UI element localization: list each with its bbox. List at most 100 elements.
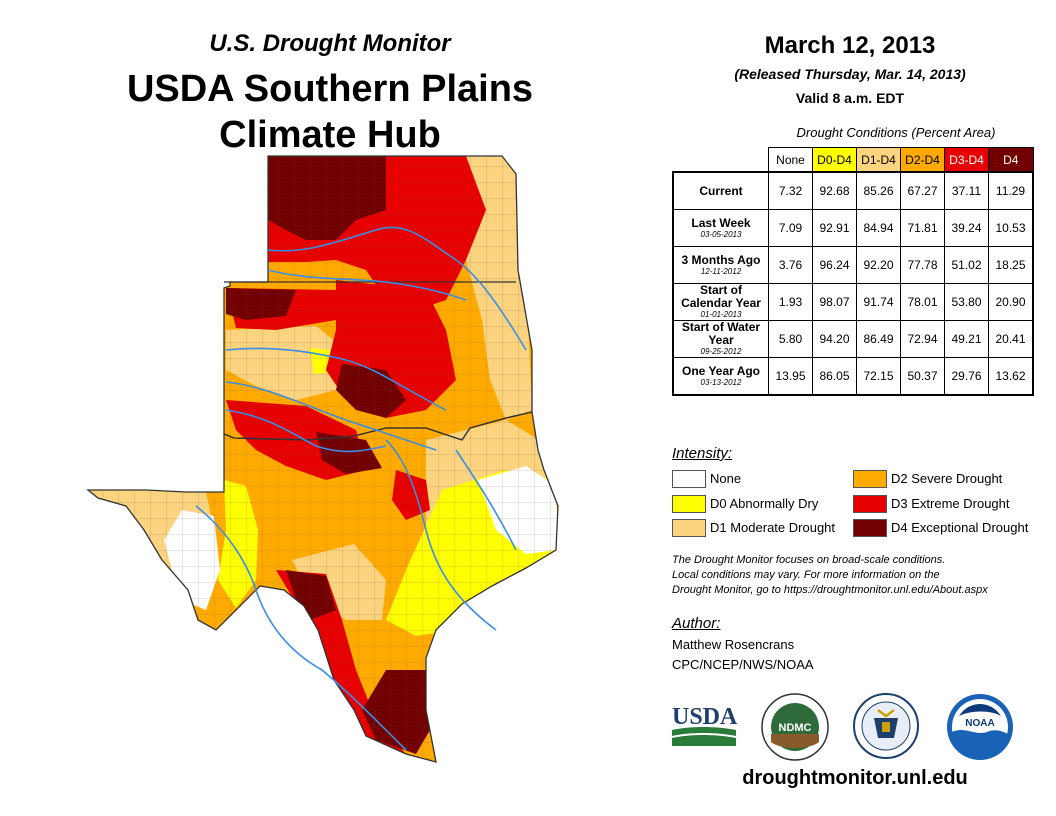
col-none: None [768,147,813,173]
legend-label: D1 Moderate Drought [710,520,836,535]
cell: 78.01 [900,283,945,321]
legend-swatch [672,495,706,513]
cell: 91.74 [856,283,901,321]
legend-label: D3 Extreme Drought [891,496,1010,511]
cell: 5.80 [768,320,813,358]
legend-swatch [853,519,887,537]
cell: 94.20 [812,320,857,358]
legend-label: D0 Abnormally Dry [710,496,819,511]
row-date: 01-01-2013 [700,310,742,319]
legend-label: None [710,471,742,486]
drought-conditions-table: None D0-D4 D1-D4 D2-D4 D3-D4 D4 Current … [672,147,1034,396]
cell: 10.53 [988,209,1034,247]
doc-seal-icon [853,693,919,759]
cell: 92.91 [812,209,857,247]
cell: 96.24 [812,246,857,284]
region-title: USDA Southern Plains Climate Hub [60,66,600,158]
table-header-row: None D0-D4 D1-D4 D2-D4 D3-D4 D4 [673,147,1034,173]
row-date: 09-25-2012 [700,347,742,356]
table-row: Current 7.32 92.68 85.26 67.27 37.11 11.… [672,171,1034,210]
legend-swatch [853,495,887,513]
row-date: 03-05-2013 [700,229,742,239]
map-rivers [195,226,527,751]
cell: 85.26 [856,171,901,210]
col-d4: D4 [988,147,1034,173]
author-organization: CPC/NCEP/NWS/NOAA [672,657,814,672]
cell: 92.68 [812,171,857,210]
cell: 77.78 [900,246,945,284]
legend-label: D4 Exceptional Drought [891,520,1029,535]
table-row: One Year Ago 03-13-2012 13.95 86.05 72.15… [672,357,1034,396]
row-date: 03-13-2012 [700,377,742,387]
row-label: Current [672,171,769,210]
noaa-logo-text: NOAA [965,718,994,729]
note-line: The Drought Monitor focuses on broad-sca… [672,554,946,566]
cell: 20.41 [988,320,1034,358]
table-row: Last Week 03-05-2013 7.09 92.91 84.94 71.… [672,209,1034,247]
legend-swatch [672,519,706,537]
table-row: Start of Calendar Year 01-01-2013 1.93 98… [672,283,1034,321]
cell: 49.21 [944,320,989,358]
cell: 50.37 [900,357,945,396]
legend-label: D2 Severe Drought [891,471,1003,486]
row-label: One Year Ago 03-13-2012 [672,357,769,396]
cell: 20.90 [988,283,1034,321]
conditions-table-title: Drought Conditions (Percent Area) [796,125,996,140]
author-name: Matthew Rosencrans [672,637,795,652]
row-label: Last Week 03-05-2013 [672,209,769,247]
col-d1-d4: D1-D4 [856,147,901,173]
cell: 13.95 [768,357,813,396]
usda-logo-text: USDA [672,704,738,730]
cell: 86.05 [812,357,857,396]
row-label: Start of Calendar Year 01-01-2013 [672,283,769,321]
table-row: Start of Water Year 09-25-2012 5.80 94.20… [672,320,1034,358]
cell: 13.62 [988,357,1034,396]
cell: 53.80 [944,283,989,321]
author-heading: Author: [672,615,721,632]
map-county-lines [88,156,558,762]
monitor-title: U.S. Drought Monitor [209,30,451,57]
table-row: 3 Months Ago 12-11-2012 3.76 96.24 92.20 … [672,246,1034,284]
cell: 51.02 [944,246,989,284]
release-date: (Released Thursday, Mar. 14, 2013) [734,66,966,82]
usda-logo: USDA [672,704,738,746]
row-label: 3 Months Ago 12-11-2012 [672,246,769,284]
cell: 84.94 [856,209,901,247]
cell: 72.15 [856,357,901,396]
note-line: Drought Monitor, go to https://droughtmo… [672,584,988,596]
note-line: Local conditions may vary. For more info… [672,569,940,581]
map-state-outline-tx [86,411,559,763]
row-label: Start of Water Year 09-25-2012 [672,320,769,358]
cell: 86.49 [856,320,901,358]
legend-swatch [672,470,706,488]
cell: 92.20 [856,246,901,284]
col-d2-d4: D2-D4 [900,147,945,173]
ndmc-logo: NDMC [761,693,829,761]
col-d0-d4: D0-D4 [812,147,857,173]
cell: 1.93 [768,283,813,321]
legend-swatch [853,470,887,488]
noaa-logo: NOAA [947,694,1013,760]
footer-url[interactable]: droughtmonitor.unl.edu [742,767,968,789]
region-title-line1: USDA Southern Plains [126,68,534,110]
map-date: March 12, 2013 [764,32,936,59]
cell: 39.24 [944,209,989,247]
cell: 71.81 [900,209,945,247]
monitor-note: The Drought Monitor focuses on broad-sca… [672,553,1042,598]
region-title-line2: Climate Hub [219,114,441,156]
cell: 72.94 [900,320,945,358]
cell: 29.76 [944,357,989,396]
cell: 3.76 [768,246,813,284]
cell: 67.27 [900,171,945,210]
cell: 11.29 [988,171,1034,210]
valid-time: Valid 8 a.m. EDT [795,90,905,106]
cell: 7.09 [768,209,813,247]
cell: 98.07 [812,283,857,321]
col-d3-d4: D3-D4 [944,147,989,173]
cell: 18.25 [988,246,1034,284]
legend-title: Intensity: [672,445,733,462]
cell: 37.11 [944,171,989,210]
ndmc-logo-text: NDMC [779,722,812,734]
drought-map [86,155,559,763]
table-header-blank [673,148,769,173]
